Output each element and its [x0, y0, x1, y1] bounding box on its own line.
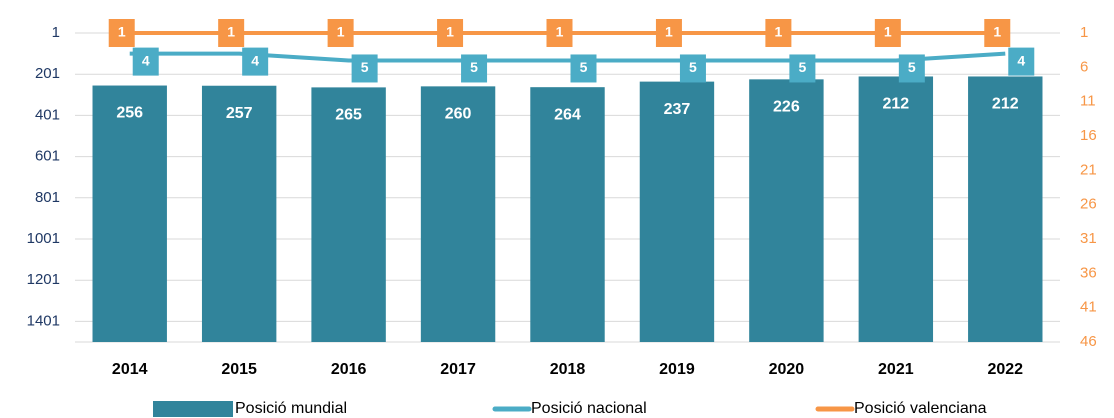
x-tick-label: 2022 — [987, 361, 1023, 378]
y2-tick-label: 36 — [1080, 264, 1097, 281]
line — [129, 51, 1006, 63]
data-label: 1 — [556, 24, 564, 40]
data-label-box — [874, 19, 901, 47]
bar — [639, 81, 715, 342]
x-tick-label: 2014 — [112, 361, 148, 378]
legend-label: Posició mundial — [235, 400, 347, 417]
data-label: 5 — [580, 59, 588, 75]
y-tick-label: 201 — [35, 65, 60, 82]
data-label-box — [789, 54, 816, 83]
x-tick-label: 2017 — [440, 361, 476, 378]
x-tick-label: 2015 — [221, 361, 257, 378]
bar — [968, 76, 1043, 342]
y2-tick-label: 41 — [1080, 299, 1097, 316]
data-label-box — [327, 19, 354, 47]
x-tick-label: 2018 — [550, 361, 586, 378]
data-label: 1 — [227, 24, 235, 40]
data-label: 1 — [993, 24, 1001, 40]
data-label: 1 — [337, 24, 345, 40]
data-label: 257 — [226, 105, 253, 122]
legend-label: Posició nacional — [531, 400, 647, 417]
y2-tick-label: 26 — [1080, 196, 1097, 213]
y-tick-label: 801 — [35, 189, 60, 206]
data-label: 226 — [773, 99, 800, 116]
data-label: 5 — [908, 59, 916, 75]
bar — [420, 86, 496, 342]
data-label: 1 — [884, 24, 892, 40]
data-label: 1 — [774, 24, 782, 40]
data-label-box — [570, 54, 597, 83]
y-tick-label: 1 — [52, 24, 60, 41]
data-label-box — [898, 54, 925, 83]
data-label-box — [461, 54, 488, 83]
y2-tick-label: 1 — [1080, 24, 1088, 41]
data-label: 5 — [689, 59, 697, 75]
y2-tick-label: 11 — [1080, 93, 1096, 110]
bar — [201, 85, 277, 343]
x-tick-label: 2019 — [659, 361, 695, 378]
legend-label: Posició valenciana — [854, 400, 987, 417]
data-label: 5 — [361, 59, 369, 75]
data-label: 4 — [1017, 52, 1025, 68]
x-tick-label: 2020 — [769, 361, 805, 378]
data-label-box — [351, 54, 378, 83]
data-label-box — [984, 19, 1011, 47]
data-label: 1 — [665, 24, 673, 40]
data-label-box — [655, 19, 682, 47]
data-label-box — [765, 19, 792, 47]
data-label: 237 — [664, 101, 691, 118]
legend-swatch — [153, 401, 233, 417]
bar — [92, 85, 167, 342]
y-tick-label: 1001 — [27, 230, 60, 247]
data-label: 212 — [882, 96, 909, 113]
data-label: 260 — [445, 106, 472, 123]
y-tick-label: 401 — [35, 106, 60, 123]
y-tick-label: 1201 — [27, 271, 60, 288]
data-label: 5 — [470, 59, 478, 75]
data-label: 5 — [798, 59, 806, 75]
bar — [858, 76, 934, 342]
data-label-box — [1008, 47, 1035, 76]
data-label-box — [108, 19, 135, 47]
data-label: 4 — [142, 52, 150, 68]
data-label: 264 — [554, 106, 581, 123]
data-label-box — [546, 19, 573, 47]
data-label: 1 — [446, 24, 454, 40]
data-label-box — [242, 47, 269, 76]
y-tick-label: 601 — [35, 148, 60, 165]
bar — [530, 87, 605, 342]
bar — [749, 79, 824, 342]
x-tick-label: 2021 — [878, 361, 914, 378]
data-label: 4 — [251, 52, 259, 68]
y2-tick-label: 31 — [1080, 230, 1097, 247]
bar — [311, 87, 386, 342]
data-label: 265 — [335, 107, 362, 124]
data-label-box — [218, 19, 245, 47]
y2-tick-label: 46 — [1080, 333, 1097, 350]
x-tick-label: 2016 — [331, 361, 367, 378]
data-label-box — [132, 47, 159, 76]
data-label: 256 — [116, 105, 143, 122]
data-label-box — [679, 54, 706, 83]
data-label: 1 — [118, 24, 126, 40]
data-label-box — [437, 19, 464, 47]
data-label: 212 — [992, 96, 1019, 113]
y-tick-label: 1401 — [27, 312, 60, 329]
y2-tick-label: 16 — [1080, 127, 1097, 144]
y2-tick-label: 21 — [1080, 161, 1097, 178]
y2-tick-label: 6 — [1080, 58, 1088, 75]
